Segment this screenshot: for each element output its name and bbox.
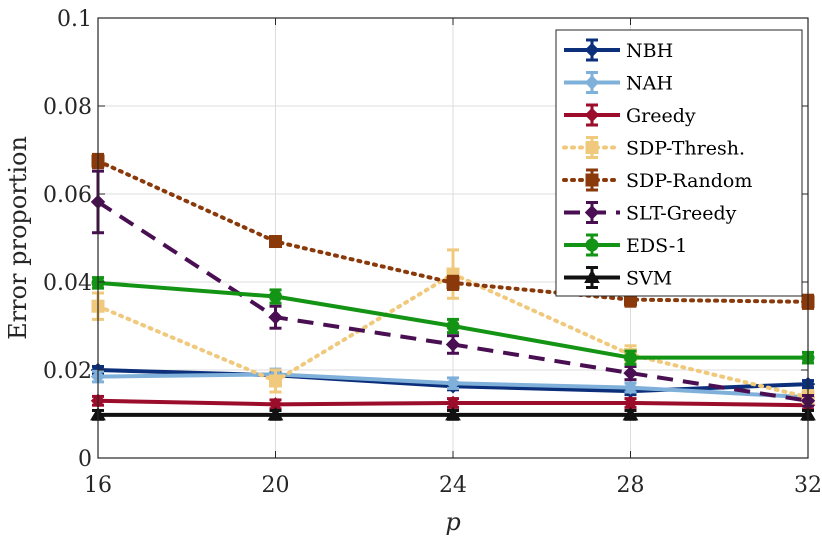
legend-marker-slt-greedy <box>584 205 600 220</box>
data-point-slt-greedy <box>445 337 461 352</box>
x-tick-label: 28 <box>617 473 645 498</box>
legend-marker-greedy <box>584 107 600 123</box>
legend-marker-nah <box>584 75 600 90</box>
legend-entry-sdp-random: SDP-Random <box>562 168 752 192</box>
y-tick-label: 0.04 <box>43 271 92 296</box>
data-point-eds-1 <box>446 319 460 333</box>
data-point-sdp-random <box>446 276 460 290</box>
y-tick-label: 0.08 <box>43 95 92 120</box>
legend-label-nah: NAH <box>626 73 673 95</box>
y-tick-label: 0.06 <box>43 183 92 208</box>
legend-label-sdp-thresh: SDP-Thresh. <box>626 138 745 160</box>
x-tick-label: 24 <box>439 473 467 498</box>
legend-entry-sdp-thresh: SDP-Thresh. <box>562 136 745 160</box>
data-point-svm <box>267 406 284 421</box>
legend-entry-eds-1: EDS-1 <box>564 233 687 257</box>
legend-label-slt-greedy: SLT-Greedy <box>626 203 737 225</box>
legend-entry-svm: SVM <box>564 266 672 290</box>
data-point-svm <box>445 406 461 421</box>
legend-label-nbh: NBH <box>626 40 673 62</box>
legend-marker-nbh <box>584 42 600 58</box>
legend-label-greedy: Greedy <box>626 105 696 127</box>
legend-marker-svm <box>584 269 600 283</box>
y-tick-label: 0.02 <box>43 359 92 384</box>
data-point-nah <box>445 375 461 391</box>
data-point-slt-greedy <box>623 365 638 381</box>
y-axis-label: Error proportion <box>4 136 32 340</box>
ticks: 0 0.02 0.04 0.06 0.08 0.1 16 20 24 28 32 <box>43 7 822 498</box>
data-point-nah <box>623 380 638 395</box>
data-point-svm <box>622 406 639 421</box>
data-point-eds-1 <box>269 290 282 304</box>
x-axis-label: p <box>445 508 460 536</box>
data-point-sdp-random <box>269 235 282 249</box>
legend-entry-greedy: Greedy <box>564 103 696 127</box>
y-tick-label: 0.1 <box>57 7 92 32</box>
data-point-slt-greedy <box>268 309 283 325</box>
x-tick-label: 32 <box>794 473 822 498</box>
data-point-eds-1 <box>624 351 637 365</box>
x-tick-label: 20 <box>262 473 290 498</box>
x-tick-label: 16 <box>84 473 112 498</box>
legend-label-svm: SVM <box>626 268 672 290</box>
legend-label-eds-1: EDS-1 <box>626 235 687 257</box>
legend-box <box>555 29 803 297</box>
legend-marker-sdp-thresh <box>585 141 599 154</box>
legend-label-sdp-random: SDP-Random <box>626 170 752 192</box>
series-layer <box>90 152 816 421</box>
legend-marker-eds-1 <box>585 238 599 252</box>
legend-entry-nah: NAH <box>564 71 673 95</box>
y-tick-label: 0 <box>78 447 92 472</box>
legend: NBH NAH Greedy SDP-Thresh. SDP-Random SLT-Gre… <box>555 29 803 297</box>
legend-entry-slt-greedy: SLT-Greedy <box>564 201 737 225</box>
data-point-sdp-thresh <box>269 374 282 388</box>
legend-marker-sdp-random <box>585 173 599 187</box>
legend-entry-nbh: NBH <box>564 38 673 62</box>
